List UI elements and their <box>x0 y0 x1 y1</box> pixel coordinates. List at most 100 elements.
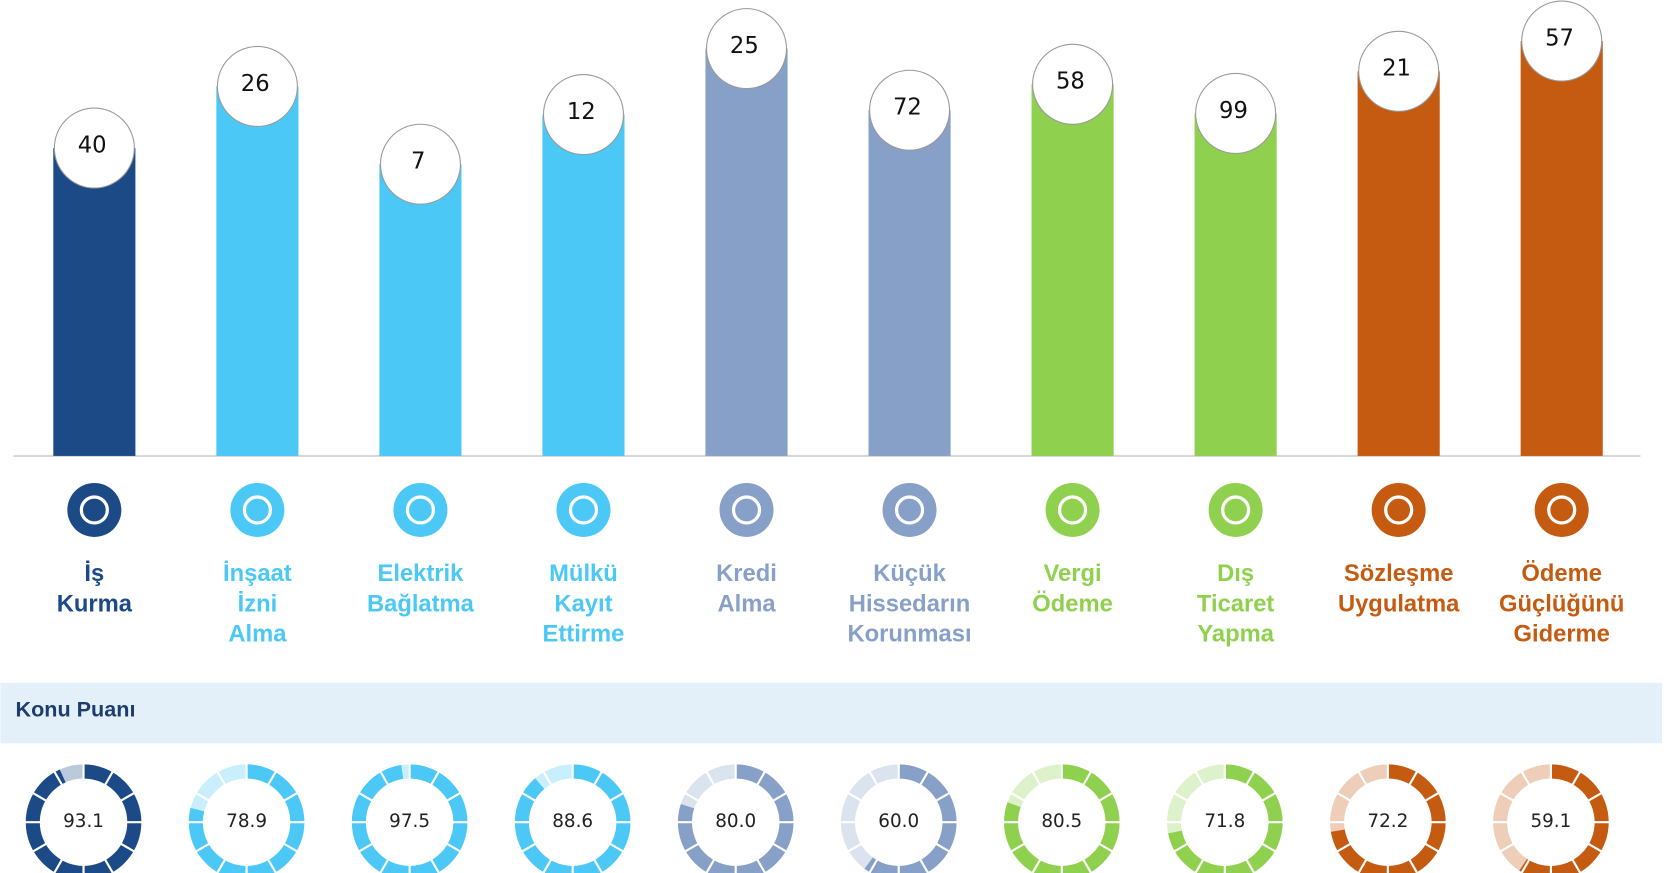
donut-divider <box>1499 791 1515 802</box>
donut-divider <box>935 791 951 802</box>
area-label: Ticaret <box>1197 590 1275 617</box>
donut-divider <box>1408 770 1419 786</box>
donut-divider <box>119 791 136 802</box>
rank-label: 25 <box>730 33 759 59</box>
bar <box>1357 71 1440 456</box>
rank-bubble <box>1195 72 1277 154</box>
bar <box>1520 41 1603 456</box>
area-label: Vergi <box>1044 560 1102 587</box>
donut-divider <box>593 770 604 786</box>
icon <box>556 482 611 537</box>
donut-divider <box>1261 791 1277 802</box>
donut-divider <box>521 791 537 802</box>
rank-label: 40 <box>78 132 107 158</box>
donut-divider <box>53 770 64 786</box>
rank-label: 58 <box>1056 69 1085 95</box>
area-label: Yapma <box>1197 621 1274 648</box>
donut-divider <box>1194 858 1205 873</box>
donut-divider <box>1245 858 1256 873</box>
score-label: 59.1 <box>1530 811 1571 832</box>
icon <box>393 482 448 537</box>
area-label: İzni <box>238 590 278 617</box>
rank-label: 26 <box>241 71 270 97</box>
donut-divider <box>1424 791 1440 802</box>
icon-glyph <box>242 495 272 525</box>
bar <box>1194 113 1277 456</box>
area-label: Güçlüğünü <box>1499 590 1624 617</box>
icon <box>67 482 122 537</box>
donut-divider <box>705 858 716 873</box>
area-label: Korunması <box>848 621 972 648</box>
donut-divider <box>1408 858 1419 873</box>
donut-divider <box>32 842 48 853</box>
donut-divider <box>1571 858 1582 873</box>
area-label: Mülkü <box>549 560 618 587</box>
donut-divider <box>919 858 930 873</box>
donut-divider <box>542 858 553 873</box>
rank-label: 7 <box>411 149 425 175</box>
area-label: İş <box>84 560 104 587</box>
donut-divider <box>1173 791 1189 802</box>
rank-bubble <box>216 45 298 127</box>
donut-divider <box>868 770 879 786</box>
icon-glyph <box>1221 495 1251 525</box>
section-title: Konu Puanı <box>15 697 135 722</box>
donut-divider <box>1194 770 1205 786</box>
icon-glyph <box>1058 495 1088 525</box>
score-label: 88.6 <box>552 811 593 832</box>
rank-label: 72 <box>893 95 922 121</box>
area-label: Kurma <box>57 590 133 617</box>
donut-divider <box>103 858 114 873</box>
donut-divider <box>609 842 625 853</box>
donut-divider <box>1424 842 1440 853</box>
donut-divider <box>1245 770 1256 786</box>
donut-divider <box>609 791 625 802</box>
donut-divider <box>542 770 553 786</box>
score-label: 78.9 <box>226 811 267 832</box>
donut-divider <box>1336 842 1352 853</box>
rank-bubble <box>1358 30 1440 112</box>
score-label: 80.5 <box>1041 811 1082 832</box>
donut-divider <box>935 842 951 853</box>
donut-divider <box>1357 770 1368 786</box>
donut-divider <box>1499 842 1515 853</box>
donut-divider <box>379 858 390 873</box>
donut-divider <box>53 858 64 873</box>
donut-divider <box>1031 770 1042 786</box>
area-label: Bağlatma <box>367 590 475 617</box>
donut-divider <box>1336 791 1352 802</box>
rank-bubble <box>1521 0 1603 82</box>
donut-divider <box>195 842 211 853</box>
donut-divider <box>684 842 700 853</box>
area-label: Giderme <box>1514 621 1610 648</box>
icon-glyph <box>405 495 436 525</box>
section-band <box>0 682 1663 744</box>
donut-divider <box>705 770 716 786</box>
score-label: 72.2 <box>1367 811 1408 832</box>
rank-label: 12 <box>567 99 596 125</box>
bar <box>868 110 951 456</box>
donut-divider <box>119 842 136 853</box>
area-label: Küçük <box>873 560 946 587</box>
donut-divider <box>772 791 788 802</box>
area-label: İnşaat <box>223 560 292 587</box>
score-label: 80.0 <box>715 811 756 832</box>
bar <box>216 86 299 456</box>
donut-divider <box>1082 858 1093 873</box>
icon-glyph <box>731 495 762 525</box>
bar <box>1031 84 1114 456</box>
donut-divider <box>1010 791 1026 802</box>
area-label: Ödeme <box>1032 590 1113 617</box>
score-label: 97.5 <box>389 811 430 832</box>
icon-glyph <box>1384 495 1414 525</box>
rank-bubble <box>542 74 624 156</box>
donut-divider <box>1520 770 1531 786</box>
donut-divider <box>847 842 863 853</box>
donut-divider <box>1082 770 1093 786</box>
donut-divider <box>216 858 227 873</box>
area-label: Kredi <box>716 560 777 587</box>
score-label: 93.1 <box>63 811 104 832</box>
donut-divider <box>1357 858 1368 873</box>
donut-divider <box>684 791 700 802</box>
